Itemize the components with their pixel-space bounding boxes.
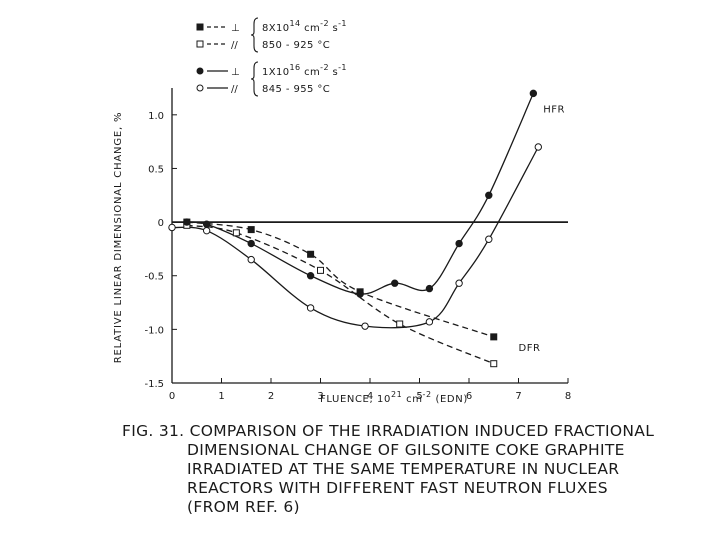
y-tick-label: -0.5 [144,272,164,283]
annotation-label: HFR [543,105,565,116]
y-tick-label: 0.5 [148,164,164,175]
figure-caption: FIG. 31. COMPARISON OF THE IRRADIATION I… [122,422,655,517]
x-tick-label: 1 [218,391,224,402]
y-axis-label: RELATIVE LINEAR DIMENSIONAL CHANGE, % [113,112,124,363]
legend-marker [196,84,204,92]
data-point-series-3 [425,284,434,293]
data-point-series-4 [485,235,493,243]
y-tick-label: 0 [158,218,164,229]
data-point-series-4 [425,318,434,326]
data-point-series-2 [490,360,498,368]
data-point-series-3 [455,239,463,248]
annotation-label: DFR [519,343,541,354]
data-point-series-4 [455,279,463,287]
legend-temperature: 845 - 955 °C [262,84,330,95]
y-tick-label: -1.0 [144,325,164,336]
legend-marker [196,67,204,75]
legend-marker [196,23,204,31]
data-point-series-3 [356,290,364,298]
x-tick-label: 4 [367,391,373,402]
data-point-series-4 [202,226,211,235]
legend-label: // [231,40,238,51]
legend-marker [196,40,204,48]
data-point-series-1 [490,333,498,341]
x-tick-label: 2 [268,391,274,402]
series-line-4 [171,146,539,329]
series-line-3 [186,93,534,295]
legend-flux: 1X1016 cm-2 s-1 [262,63,347,78]
axes: 0 1 2 3 4 5 6 7 8 1.0 0.5 0 -0.5 -1.0 -1.5 RELATIVE LIN… [113,88,571,405]
x-tick-label: 7 [515,391,521,402]
data-point-series-3 [391,279,399,287]
legend-brace [250,17,259,53]
y-tick-label: -1.5 [144,379,164,390]
x-tick-label: 6 [466,391,472,402]
data-point-series-2 [396,320,404,328]
data-point-series-4 [361,322,369,330]
series-line-1 [186,221,495,338]
x-tick-label: 0 [169,391,175,402]
series-line-2 [186,224,495,365]
data-point-series-2 [317,266,324,274]
data-point-series-1 [247,226,255,234]
data-point-series-2 [232,229,240,237]
data-point-series-4 [247,255,255,264]
data-point-series-4 [168,223,176,232]
y-tick-label: 1.0 [148,111,164,122]
x-axis-label: FLUENCE, 1021 cm-2 (EDN) [320,390,468,405]
caption-line: REACTORS WITH DIFFERENT FAST NEUTRON FLU… [187,479,608,497]
annotations: HFR DFR [519,105,565,354]
x-tick-label: 5 [416,391,422,402]
data-point-series-3 [306,272,315,280]
data-point-series-3 [183,218,191,226]
data-point-series-3 [529,89,538,98]
legend-label: ⊥ [231,67,240,78]
data-point-series-4 [534,143,542,151]
data-points [168,89,542,368]
legend-label: // [231,84,238,95]
caption-line: FIG. 31. COMPARISON OF THE IRRADIATION I… [122,422,655,440]
caption-line: (FROM REF. 6) [187,498,300,516]
legend-label: ⊥ [231,23,240,34]
data-point-series-1 [307,250,315,258]
data-point-series-3 [202,220,211,228]
legend-flux: 8X1014 cm-2 s-1 [262,19,347,34]
caption-line: IRRADIATED AT THE SAME TEMPERATURE IN NU… [187,460,620,478]
legend: ⊥ // 8X1014 cm-2 s-1 850 - 925 °C ⊥ // 1X1016 … [196,17,347,97]
data-point-series-3 [485,191,493,199]
curves [171,93,539,365]
legend-brace [250,61,259,97]
data-point-series-3 [247,239,255,248]
caption-line: DIMENSIONAL CHANGE OF GILSONITE COKE GRA… [187,441,625,459]
legend-temperature: 850 - 925 °C [262,40,330,51]
x-tick-label: 3 [317,391,323,402]
data-point-series-4 [306,304,315,312]
x-tick-label: 8 [565,391,571,402]
